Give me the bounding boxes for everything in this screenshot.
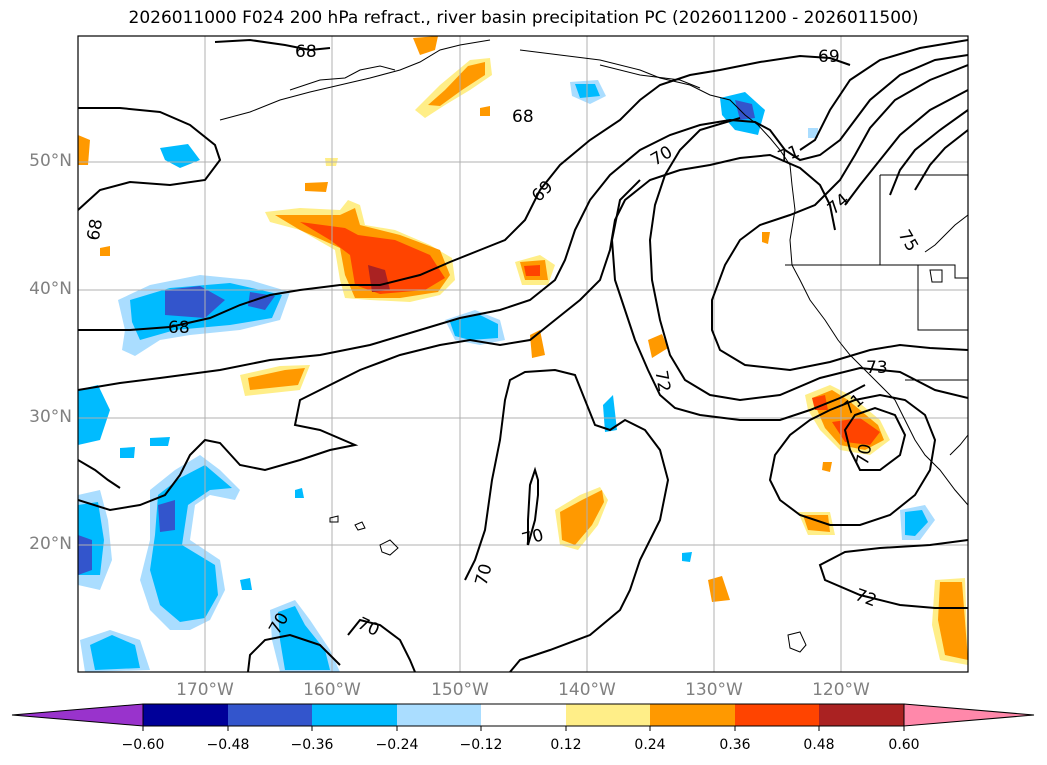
colorbar-segment bbox=[650, 704, 735, 726]
contour-label: 72 bbox=[650, 369, 673, 394]
colorbar-segment bbox=[566, 704, 650, 726]
refractivity-contours bbox=[78, 38, 968, 672]
contour-label: 69 bbox=[528, 177, 557, 206]
colorbar-tick-label: −0.36 bbox=[290, 737, 334, 753]
colorbar-tick-label: 0.36 bbox=[719, 737, 751, 753]
colorbar-tick-label: −0.60 bbox=[121, 737, 165, 753]
coastlines bbox=[219, 39, 968, 653]
colorbar-extend-high bbox=[903, 703, 1035, 727]
colorbar-segment bbox=[481, 704, 566, 726]
colorbar-tick-label: 0.12 bbox=[550, 737, 582, 753]
colorbar bbox=[11, 703, 1035, 731]
contour-label: 75 bbox=[894, 226, 922, 255]
contour-label: 68 bbox=[84, 217, 107, 242]
lon-label: 130°W bbox=[685, 680, 743, 700]
lat-label: 30°N bbox=[29, 407, 72, 427]
contour-label: 68 bbox=[168, 318, 190, 338]
colorbar-segment bbox=[312, 704, 397, 726]
lat-label: 20°N bbox=[29, 534, 72, 554]
lat-label: 40°N bbox=[29, 279, 72, 299]
contour-label: 68 bbox=[295, 42, 317, 62]
contour-label: 70 bbox=[472, 562, 497, 588]
colorbar-tick-label: −0.48 bbox=[206, 737, 250, 753]
contour-label: 70 bbox=[647, 142, 676, 170]
contour-label: 70 bbox=[354, 614, 382, 641]
colorbar-segment bbox=[397, 704, 481, 726]
colorbar-tick-label: 0.60 bbox=[888, 737, 920, 753]
contour-label: 74 bbox=[824, 190, 853, 219]
precip-shading bbox=[78, 36, 968, 672]
colorbar-extend-low bbox=[11, 703, 144, 727]
colorbar-tick-label: −0.12 bbox=[459, 737, 503, 753]
contour-label: 68 bbox=[512, 107, 534, 127]
contour-label: 70 bbox=[520, 525, 546, 550]
map-title: 2026011000 F024 200 hPa refract., river … bbox=[128, 8, 919, 28]
map-area: 68 68 68 69 69 70 71 74 75 68 72 73 71 7… bbox=[78, 36, 968, 672]
lat-label: 50°N bbox=[29, 151, 72, 171]
colorbar-tick-label: 0.24 bbox=[634, 737, 666, 753]
colorbar-tick-label: 0.48 bbox=[803, 737, 835, 753]
lon-label: 160°W bbox=[303, 680, 361, 700]
map-frame bbox=[77, 35, 969, 673]
colorbar-segment bbox=[143, 704, 228, 726]
colorbar-tick-label: −0.24 bbox=[375, 737, 419, 753]
contour-label: 71 bbox=[775, 142, 802, 168]
contour-labels: 68 68 68 69 69 70 71 74 75 68 72 73 71 7… bbox=[84, 42, 922, 641]
lon-label: 170°W bbox=[176, 680, 234, 700]
colorbar-segment bbox=[735, 704, 819, 726]
lon-label: 140°W bbox=[558, 680, 616, 700]
contour-label: 72 bbox=[852, 585, 879, 611]
colorbar-segment bbox=[819, 704, 904, 726]
contour-label: 69 bbox=[818, 47, 840, 67]
colorbar-segment bbox=[228, 704, 312, 726]
gridlines bbox=[78, 36, 968, 672]
lon-label: 150°W bbox=[431, 680, 489, 700]
contour-label: 73 bbox=[866, 358, 888, 378]
lon-label: 120°W bbox=[812, 680, 870, 700]
contour-label: 70 bbox=[853, 442, 876, 467]
